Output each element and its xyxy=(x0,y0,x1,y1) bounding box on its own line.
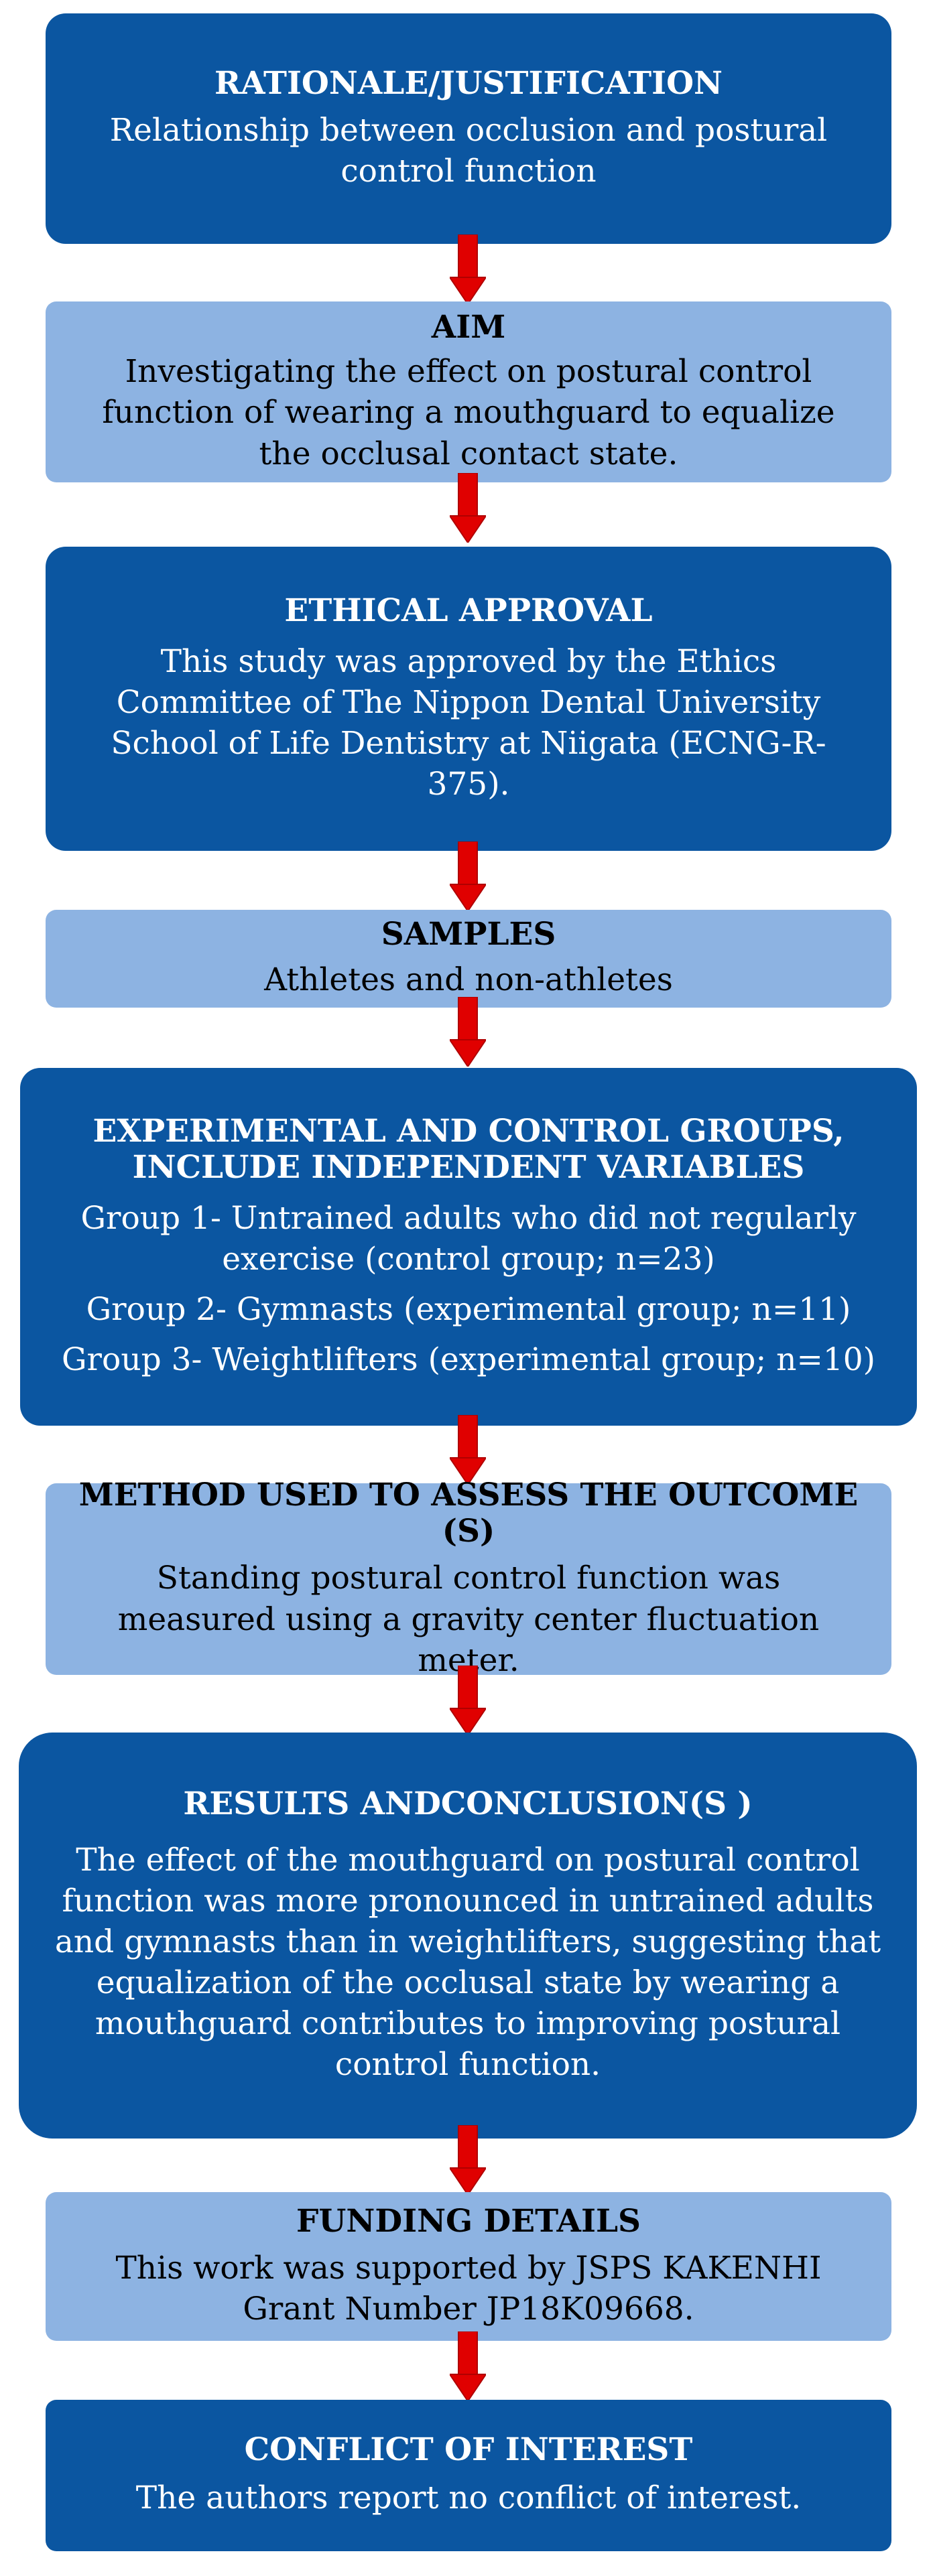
box-method: METHOD USED TO ASSESS THE OUTCOME (S) St… xyxy=(46,1477,891,1679)
box-samples: SAMPLES Athletes and non-athletes xyxy=(46,910,891,1008)
box-title: AIM xyxy=(431,309,506,346)
arrow-down-icon xyxy=(450,234,486,304)
arrow-down-icon xyxy=(450,841,486,911)
box-rationale: RATIONALE/JUSTIFICATION Relationship bet… xyxy=(46,13,891,244)
box-conflict-of-interest: CONFLICT OF INTEREST The authors report … xyxy=(46,2400,891,2551)
box-funding: FUNDING DETAILS This work was supported … xyxy=(46,2192,891,2341)
box-title: CONFLICT OF INTEREST xyxy=(244,2431,693,2469)
arrow-down-icon xyxy=(450,1666,486,1735)
box-title: RATIONALE/JUSTIFICATION xyxy=(214,64,723,102)
group-3-text: Group 3- Weightlifters (experimental gro… xyxy=(62,1341,875,1379)
group-1-text: Group 1- Untrained adults who did not re… xyxy=(80,1199,857,1278)
box-results-conclusion: RESULTS ANDCONCLUSION(S ) The effect of … xyxy=(19,1733,917,2139)
arrow-down-icon xyxy=(450,2331,486,2401)
box-title: FUNDING DETAILS xyxy=(296,2202,641,2240)
box-groups: EXPERIMENTAL AND CONTROL GROUPS, INCLUDE… xyxy=(20,1068,917,1426)
box-text: Standing postural control function was m… xyxy=(117,1560,820,1679)
box-aim: AIM Investigating the effect on postural… xyxy=(46,301,891,482)
arrow-down-icon xyxy=(450,1415,486,1485)
arrow-down-icon xyxy=(450,997,486,1067)
box-text: Relationship between occlusion and postu… xyxy=(109,111,828,190)
box-ethical-approval: ETHICAL APPROVAL This study was approved… xyxy=(46,547,891,851)
box-text: Investigating the effect on postural con… xyxy=(102,353,835,472)
arrow-down-icon xyxy=(450,2125,486,2195)
box-text: Athletes and non-athletes xyxy=(264,961,673,999)
box-title: EXPERIMENTAL AND CONTROL GROUPS, INCLUDE… xyxy=(92,1112,845,1186)
box-text: The authors report no conflict of intere… xyxy=(135,2480,802,2517)
box-title: METHOD USED TO ASSESS THE OUTCOME (S) xyxy=(78,1477,859,1550)
box-text: This work was supported by JSPS KAKENHI … xyxy=(115,2249,822,2328)
box-text: The effect of the mouthguard on postural… xyxy=(54,1841,881,2084)
arrow-down-icon xyxy=(450,473,486,543)
box-title: SAMPLES xyxy=(381,916,556,953)
box-title: RESULTS ANDCONCLUSION(S ) xyxy=(183,1785,753,1822)
group-2-text: Group 2- Gymnasts (experimental group; n… xyxy=(86,1291,851,1329)
box-text: This study was approved by the Ethics Co… xyxy=(111,642,826,803)
box-title: ETHICAL APPROVAL xyxy=(284,592,653,629)
